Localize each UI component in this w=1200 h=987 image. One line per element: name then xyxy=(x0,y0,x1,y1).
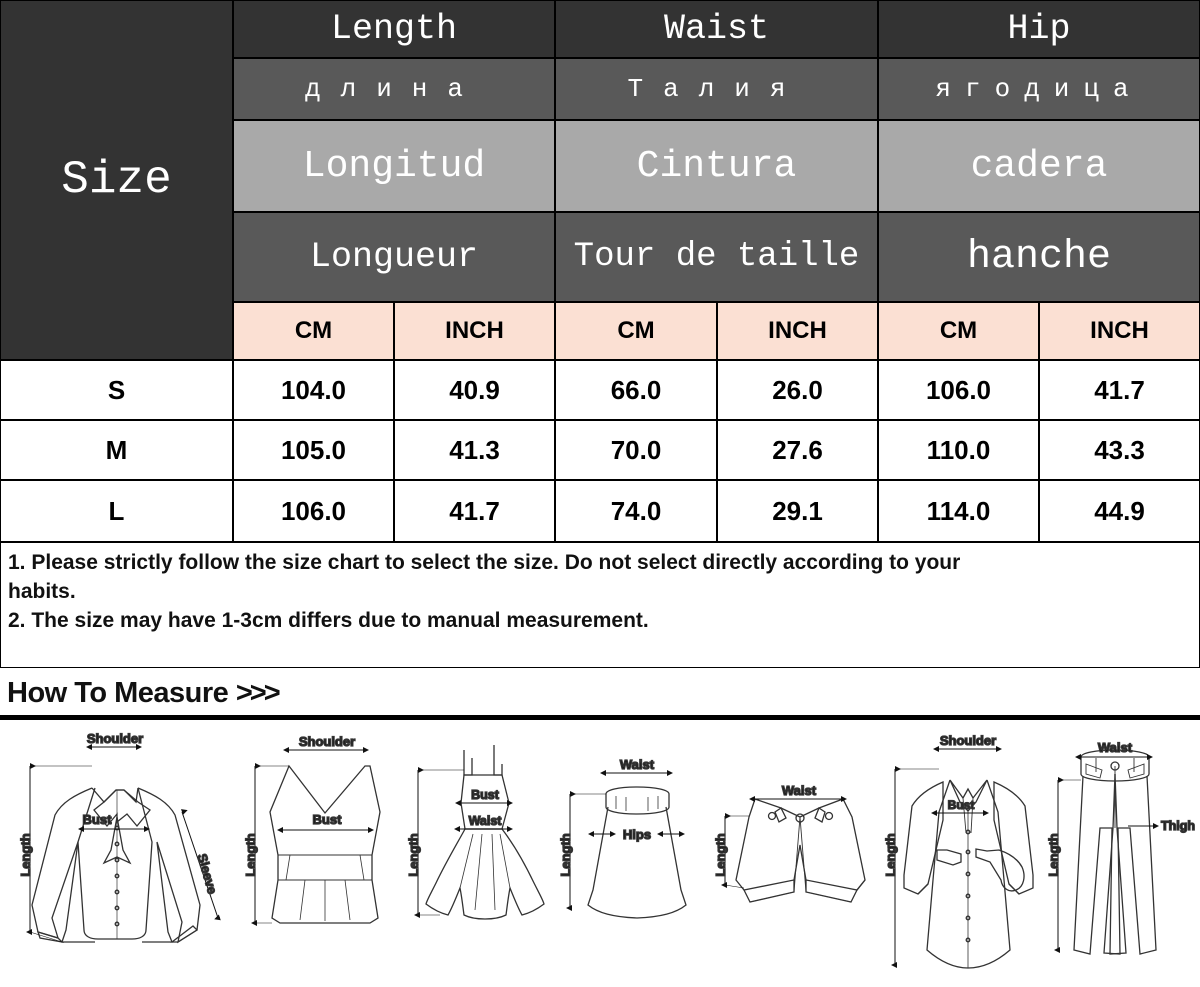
svg-text:Bust: Bust xyxy=(313,812,343,827)
svg-text:Length: Length xyxy=(883,833,898,876)
svg-text:Bust: Bust xyxy=(948,798,975,812)
svg-text:Length: Length xyxy=(713,833,728,876)
svg-text:Length: Length xyxy=(18,833,33,876)
svg-text:Length: Length xyxy=(1046,833,1061,876)
svg-text:Waist: Waist xyxy=(620,757,655,772)
svg-text:Waist: Waist xyxy=(469,814,503,828)
svg-text:Length: Length xyxy=(243,833,258,876)
svg-text:Thigh: Thigh xyxy=(1161,819,1195,833)
svg-text:Length: Length xyxy=(558,833,573,876)
svg-text:Length: Length xyxy=(406,833,421,876)
svg-text:Waist: Waist xyxy=(1098,740,1133,755)
svg-text:Bust: Bust xyxy=(471,788,500,802)
svg-text:Shoulder: Shoulder xyxy=(940,733,996,748)
svg-text:Bust: Bust xyxy=(83,812,113,827)
svg-text:Hips: Hips xyxy=(623,827,651,842)
svg-text:Waist: Waist xyxy=(782,783,817,798)
svg-text:Shoulder: Shoulder xyxy=(299,734,355,749)
svg-text:Shoulder: Shoulder xyxy=(87,731,143,746)
svg-text:Sleeve: Sleeve xyxy=(194,852,220,896)
